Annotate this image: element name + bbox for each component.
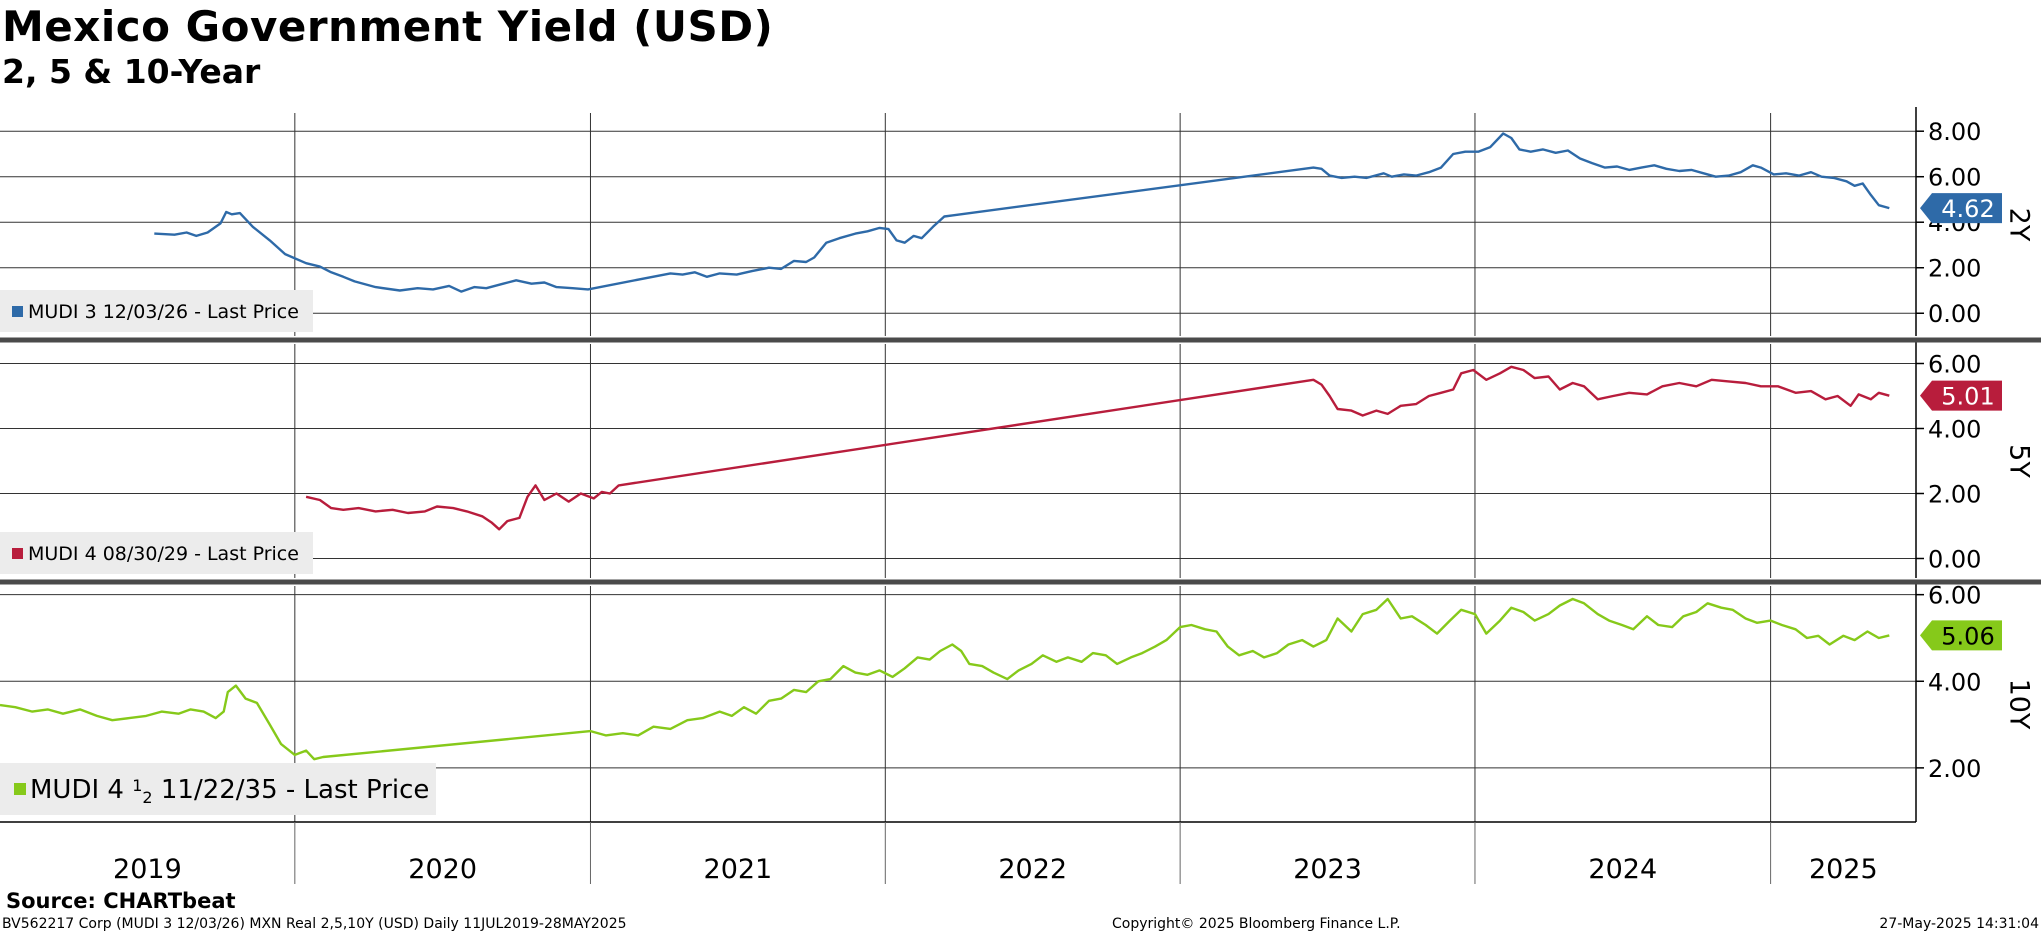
- last-value-tag: [1920, 193, 2002, 224]
- legend-box: [0, 532, 313, 574]
- last-value-label: 4.62: [1941, 195, 1994, 223]
- y-axis-label: 10Y: [2004, 679, 2035, 730]
- last-value-tag: [1920, 380, 2002, 411]
- legend-label: MUDI 4 12 11/22/35 - Last Price: [30, 775, 429, 807]
- y-axis-label: 2Y: [2004, 208, 2035, 242]
- x-tick-label: 2020: [408, 854, 477, 885]
- x-tick-label: 2022: [998, 854, 1067, 885]
- chart-subtitle: 2, 5 & 10-Year: [2, 52, 261, 91]
- y-tick-label: 2.00: [1928, 481, 1981, 509]
- last-value-label: 5.06: [1941, 622, 1994, 650]
- footer-security-info: BV562217 Corp (MUDI 3 12/03/26) MXN Real…: [2, 916, 627, 932]
- series-line-5Y: [305, 365, 1890, 531]
- y-tick-label: 4.00: [1928, 668, 1981, 696]
- y-tick-label: 0.00: [1928, 300, 1981, 328]
- x-tick-label: 2025: [1809, 854, 1878, 885]
- y-tick-label: 6.00: [1928, 164, 1981, 192]
- x-tick-label: 2019: [113, 854, 182, 885]
- legend-label: MUDI 4 08/30/29 - Last Price: [28, 543, 299, 565]
- series-line-2Y: [154, 132, 1890, 293]
- x-tick-label: 2021: [704, 854, 773, 885]
- legend-swatch: [12, 306, 23, 317]
- y-tick-label: 6.00: [1928, 582, 1981, 610]
- legend: MUDI 4 08/30/29 - Last Price: [0, 532, 313, 574]
- y-tick-label: 6.00: [1928, 351, 1981, 379]
- series-line-10Y: [0, 597, 1890, 761]
- last-value-label: 5.01: [1941, 383, 1994, 411]
- footer-timestamp: 27-May-2025 14:31:04: [1879, 916, 2039, 932]
- legend-box: [0, 290, 313, 332]
- legend-swatch: [14, 783, 26, 795]
- x-tick-label: 2024: [1588, 854, 1657, 885]
- last-value-tag: [1920, 620, 2002, 651]
- legend-swatch: [12, 548, 23, 559]
- y-axis-label: 5Y: [2004, 444, 2035, 478]
- legend-box: [0, 763, 436, 815]
- y-tick-label: 8.00: [1928, 118, 1981, 146]
- legend: MUDI 3 12/03/26 - Last Price: [0, 290, 313, 332]
- y-tick-label: 2.00: [1928, 755, 1981, 783]
- y-tick-label: 0.00: [1928, 546, 1981, 574]
- source-note: Source: CHARTbeat: [6, 889, 236, 913]
- legend-label: MUDI 3 12/03/26 - Last Price: [28, 301, 299, 323]
- footer-copyright: Copyright© 2025 Bloomberg Finance L.P.: [1112, 916, 1401, 932]
- x-tick-label: 2023: [1293, 854, 1362, 885]
- y-tick-label: 2.00: [1928, 255, 1981, 283]
- legend: MUDI 4 12 11/22/35 - Last Price: [0, 763, 436, 815]
- chart-title: Mexico Government Yield (USD): [2, 2, 774, 51]
- y-tick-label: 4.00: [1928, 416, 1981, 444]
